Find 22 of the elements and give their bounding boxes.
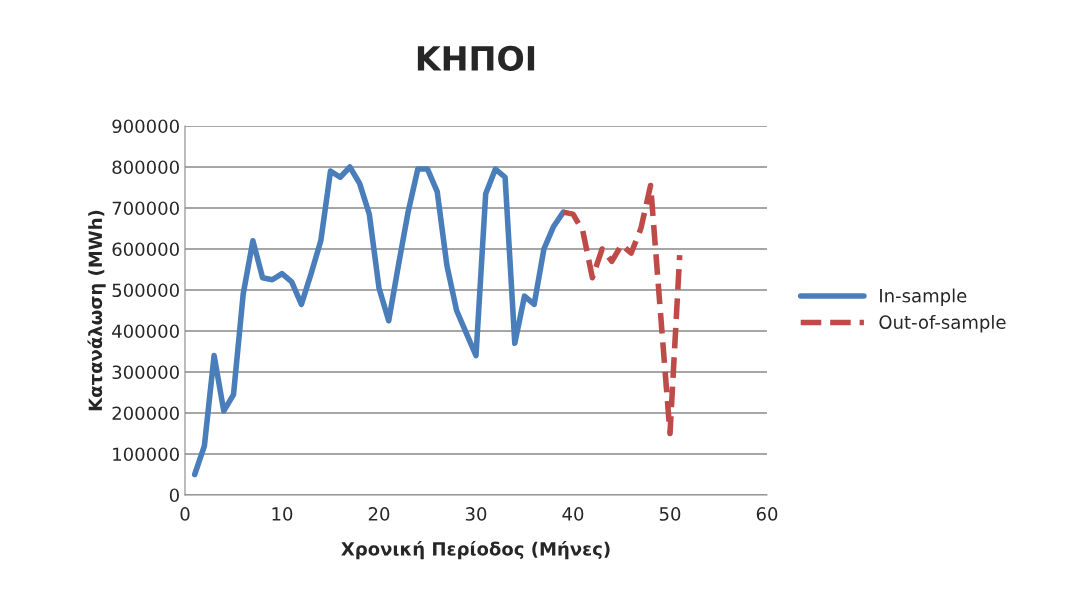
x-tick-label: 10 (272, 507, 293, 521)
legend-label: Out-of-sample (879, 315, 1006, 333)
y-tick-label: 500000 (112, 283, 179, 298)
y-tick-label: 0 (169, 488, 179, 503)
x-axis-title: Χρονική Περίοδος (Μήνες) (341, 540, 610, 560)
y-tick-label: 600000 (112, 242, 179, 257)
y-tick-label: 400000 (112, 324, 179, 339)
y-tick-label: 900000 (112, 119, 179, 134)
y-axis-title: Κατανάλωση (MWh) (87, 210, 106, 411)
chart-title: ΚΗΠΟΙ (417, 45, 535, 71)
x-tick-label: 50 (659, 507, 681, 521)
x-tick-label: 20 (368, 507, 390, 521)
y-tick-label: 100000 (113, 447, 179, 462)
y-tick-label: 800000 (112, 160, 179, 175)
x-tick-label: 40 (562, 507, 584, 521)
x-tick-label: 30 (465, 507, 487, 521)
legend-label: In-sample (880, 288, 967, 306)
x-tick-label: 0 (180, 507, 190, 521)
y-tick-label: 700000 (112, 201, 179, 216)
y-tick-label: 300000 (112, 365, 179, 380)
x-tick-label: 60 (756, 507, 778, 521)
y-tick-label: 200000 (112, 406, 179, 421)
